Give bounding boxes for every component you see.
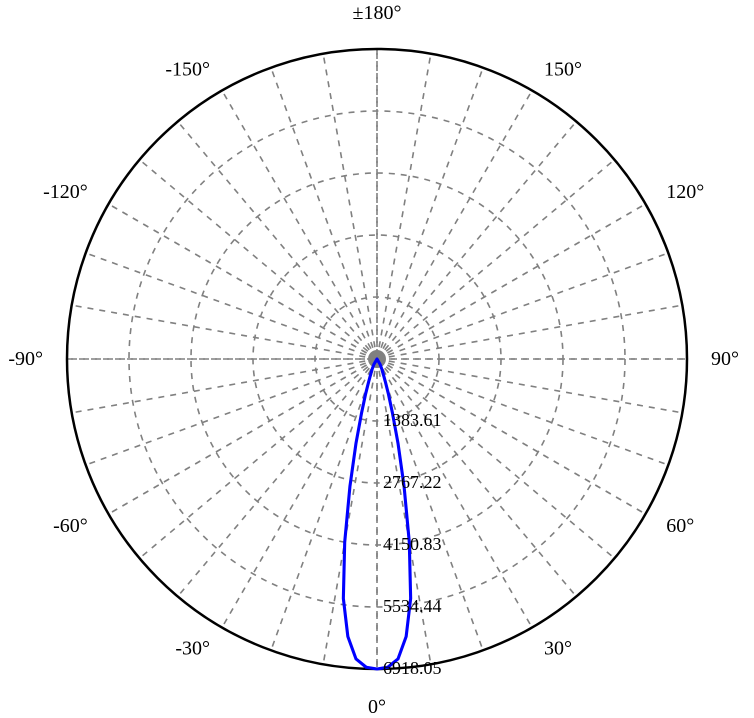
- radial-tick-label: 6918.05: [383, 658, 442, 678]
- angle-label: -90°: [8, 348, 43, 370]
- radial-tick-label: 1383.61: [383, 410, 442, 430]
- angle-label: -120°: [43, 181, 88, 203]
- angle-label: -150°: [165, 59, 210, 81]
- angle-label: 60°: [666, 515, 694, 537]
- angle-label: 150°: [544, 59, 582, 81]
- angle-label: -60°: [53, 515, 88, 537]
- angle-label: ±180°: [353, 2, 402, 24]
- angle-label: 30°: [544, 637, 572, 659]
- angle-label: -30°: [175, 637, 210, 659]
- angle-label: 90°: [711, 348, 739, 370]
- radial-tick-label: 2767.22: [383, 472, 442, 492]
- angle-label: 0°: [368, 696, 386, 718]
- radial-tick-label: 4150.83: [383, 534, 442, 554]
- angle-label: 120°: [666, 181, 704, 203]
- radial-tick-label: 5534.44: [383, 596, 442, 616]
- polar-plot: 0° 30° 60° 90° 120° 150° ±180° -150° -120° -90° -6…: [0, 0, 754, 718]
